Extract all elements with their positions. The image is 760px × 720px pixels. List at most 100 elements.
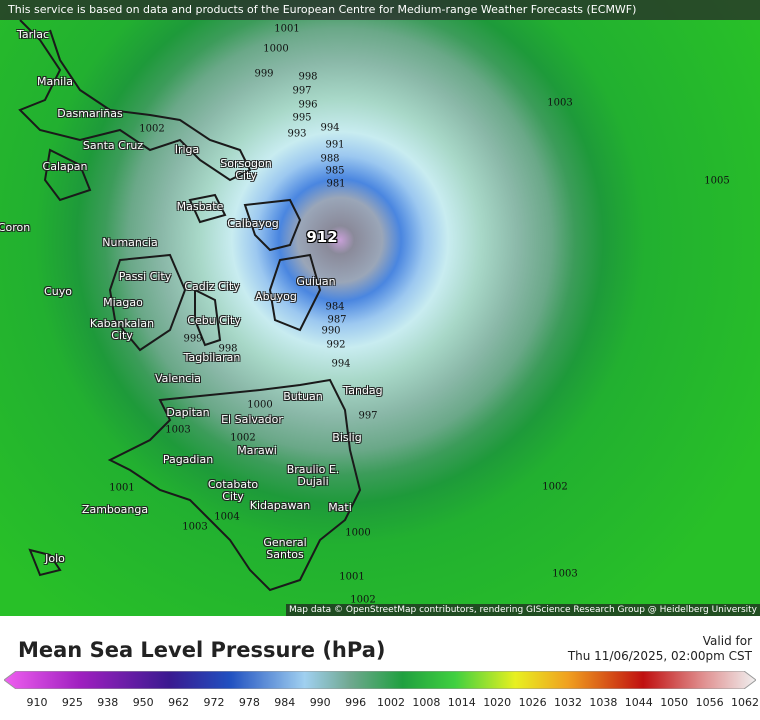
place-label: El Salvador [221,413,283,426]
low-center-label: 912 [306,228,338,246]
place-label: Cadiz City [184,280,240,293]
place-label: Tandag [343,384,383,397]
place-label: Calapan [42,160,88,173]
isobar-label: 988 [320,153,340,165]
place-label: Pagadian [162,453,214,466]
isobar-label: 998 [298,71,318,83]
scale-tick-label: 1032 [554,696,582,709]
scale-tick-label: 1056 [695,696,724,709]
place-label: Passi City [118,270,172,283]
isobar-label: 987 [327,314,347,326]
pressure-field [0,0,760,616]
isobar-label: 1002 [350,594,376,606]
isobar-label: 993 [287,128,307,140]
isobar-label: 998 [218,343,238,355]
scale-tick-label: 1002 [377,696,405,709]
place-label: Tagbilaran [183,351,241,364]
isobar-label: 1000 [263,43,289,55]
isobar-label: 981 [326,178,346,190]
isobar-label: 997 [358,410,378,422]
map-canvas [0,0,760,616]
place-label: Dasmariñas [57,107,123,120]
scale-tick-label: 1026 [518,696,547,709]
scale-tick-label: 950 [132,696,154,709]
isobar-label: 1003 [182,521,208,533]
isobar-label: 985 [325,165,345,177]
scale-tick-label: 1014 [447,696,476,709]
scale-tick-label: 910 [26,696,48,709]
attribution: Map data © OpenStreetMap contributors, r… [286,604,760,616]
isobar-label: 1003 [552,568,578,580]
isobar-label: 999 [254,68,274,80]
place-label: Valencia [154,372,202,385]
isobar-label: 1002 [230,432,256,444]
place-label: Miagao [103,296,143,309]
place-label: Calbayog [227,217,279,230]
place-label: Marawi [237,444,277,457]
scale-tick-label: 1044 [624,696,653,709]
place-label: Sorsogon City [220,157,272,182]
isobar-label: 984 [325,301,345,313]
valid-label: Valid for [702,634,752,648]
place-label: Numancia [102,236,158,249]
scale-tick-label: 925 [61,696,83,709]
isobar-label: 997 [292,85,312,97]
place-label: Iriga [174,143,200,156]
place-label: General Santos [263,536,307,561]
place-label: Mati [328,501,352,514]
place-label: Jolo [45,552,65,565]
place-label: Zamboanga [81,503,149,516]
scale-tick-label: 1050 [660,696,689,709]
isobar-label: 996 [298,99,318,111]
place-label: Abuyog [255,290,297,303]
isobar-label: 1001 [109,482,135,494]
isobar-label: 1002 [139,123,165,135]
valid-time: Thu 11/06/2025, 02:00pm CST [567,649,752,663]
place-label: Guiuan [296,275,336,288]
scale-tick-label: 962 [168,696,190,709]
place-label: Braulio E. Dujali [286,463,340,488]
scale-tick-label: 978 [238,696,260,709]
isobar-label: 991 [325,139,345,151]
place-label: Butuan [283,390,323,403]
isobar-label: 1005 [704,175,730,187]
place-label: Manila [36,75,74,88]
isobar-label: 1001 [274,23,300,35]
scale-tick-label: 984 [274,696,296,709]
isobar-label: 992 [326,339,346,351]
scale-tick-label: 938 [97,696,119,709]
isobar-label: 1002 [542,481,568,493]
place-label: Tarlac [16,28,50,41]
scale-tick-label: 1062 [731,696,759,709]
scale-tick-label: 996 [345,696,367,709]
scale-tick-label: 1008 [412,696,441,709]
legend-title: Mean Sea Level Pressure (hPa) [18,638,386,662]
place-label: Masbate [176,200,224,213]
coastlines [18,19,362,592]
isobar-label: 1000 [247,399,273,411]
isobar-label: 995 [292,112,312,124]
isobar-label: 1001 [339,571,365,583]
isobar-label: 994 [331,358,351,370]
color-scale [4,671,756,689]
place-label: Dapitan [166,406,210,419]
isobar-label: 1000 [345,527,371,539]
place-label: Cuyo [44,285,72,298]
source-banner: This service is based on data and produc… [0,0,760,20]
isobar-label: 990 [321,325,341,337]
scale-bar [4,671,756,689]
isobar-label: 994 [320,122,340,134]
place-label: Bislig [332,431,362,444]
place-label: Cotabato City [207,478,259,503]
scale-tick-label: 1020 [483,696,512,709]
isobar-label: 1004 [214,511,240,523]
place-label: Kabankalan City [89,317,155,342]
map: This service is based on data and produc… [0,0,760,616]
place-label: Cebu City [187,314,241,327]
scale-tick-label: 990 [309,696,331,709]
isobar-label: 1003 [547,97,573,109]
place-label: Santa Cruz [82,139,144,152]
place-label: Kidapawan [249,499,311,512]
isobar-label: 999 [183,333,203,345]
